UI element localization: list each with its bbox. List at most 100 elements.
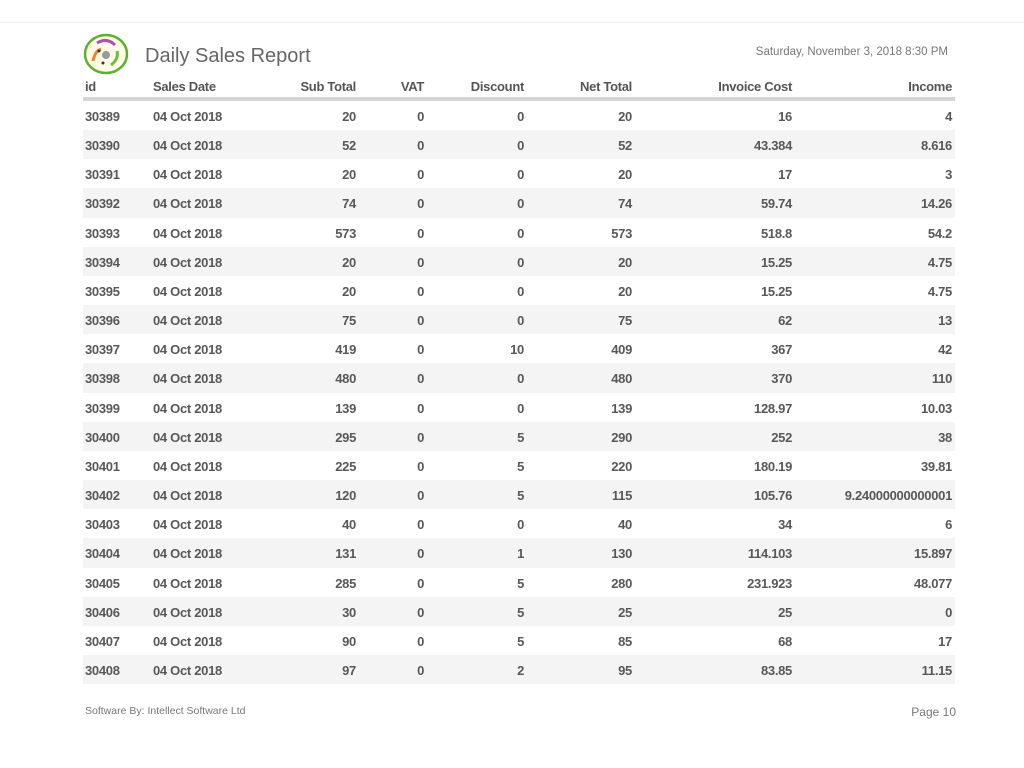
- cell-id: 30392: [85, 196, 120, 212]
- column-header-invoice-cost: Invoice Cost: [718, 79, 792, 94]
- cell-discount: 0: [517, 517, 524, 533]
- cell-income: 15.897: [914, 546, 952, 562]
- cell-discount: 1: [517, 546, 524, 562]
- cell-id: 30401: [85, 458, 120, 474]
- cell-id: 30398: [85, 371, 120, 387]
- cell-net-total: 25: [618, 604, 632, 620]
- cell-id: 30404: [85, 546, 120, 562]
- cell-id: 30395: [85, 283, 120, 299]
- cell-sub-total: 131: [335, 546, 356, 562]
- cell-discount: 0: [517, 167, 524, 183]
- cell-id: 30396: [85, 313, 120, 329]
- cell-income: 0: [945, 604, 952, 620]
- column-header-net-total: Net Total: [580, 79, 632, 94]
- cell-vat: 0: [417, 575, 424, 591]
- cell-discount: 0: [517, 109, 524, 124]
- cell-sub-total: 74: [342, 196, 356, 212]
- cell-net-total: 20: [618, 167, 632, 183]
- cell-discount: 0: [517, 371, 524, 387]
- cell-net-total: 220: [611, 458, 632, 474]
- cell-sales-date: 04 Oct 2018: [153, 662, 222, 678]
- cell-income: 13: [938, 313, 952, 329]
- table-row: 30399 04 Oct 2018 139 0 0 139 128.97 10.03: [83, 393, 955, 422]
- cell-sub-total: 75: [342, 313, 356, 329]
- company-logo-icon: [83, 33, 129, 75]
- cell-net-total: 480: [611, 371, 632, 387]
- cell-sub-total: 97: [342, 662, 356, 678]
- cell-invoice-cost: 252: [771, 429, 792, 445]
- cell-income: 54.2: [927, 225, 952, 241]
- table-row: 30391 04 Oct 2018 20 0 0 20 17 3: [83, 159, 955, 188]
- cell-discount: 0: [517, 225, 524, 241]
- cell-vat: 0: [417, 371, 424, 387]
- cell-sales-date: 04 Oct 2018: [153, 517, 222, 533]
- cell-net-total: 52: [618, 138, 632, 154]
- cell-discount: 0: [517, 196, 524, 212]
- cell-vat: 0: [417, 517, 424, 533]
- cell-sales-date: 04 Oct 2018: [153, 109, 222, 124]
- cell-invoice-cost: 25: [778, 604, 792, 620]
- cell-sub-total: 20: [342, 283, 356, 299]
- cell-vat: 0: [417, 109, 424, 124]
- cell-id: 30391: [85, 167, 120, 183]
- table-row: 30395 04 Oct 2018 20 0 0 20 15.25 4.75: [83, 276, 955, 305]
- cell-id: 30400: [85, 429, 120, 445]
- cell-income: 42: [938, 342, 952, 358]
- cell-invoice-cost: 34: [778, 517, 792, 533]
- cell-id: 30393: [85, 225, 120, 241]
- cell-net-total: 290: [611, 429, 632, 445]
- table-row: 30403 04 Oct 2018 40 0 0 40 34 6: [83, 509, 955, 538]
- cell-id: 30397: [85, 342, 120, 358]
- page-top-divider: [0, 22, 1024, 23]
- cell-income: 6: [945, 517, 952, 533]
- cell-discount: 5: [517, 488, 524, 504]
- cell-income: 14.26: [920, 196, 952, 212]
- cell-vat: 0: [417, 283, 424, 299]
- cell-discount: 5: [517, 458, 524, 474]
- cell-sales-date: 04 Oct 2018: [153, 225, 222, 241]
- cell-discount: 0: [517, 400, 524, 416]
- cell-sub-total: 225: [335, 458, 356, 474]
- cell-discount: 2: [517, 662, 524, 678]
- cell-id: 30394: [85, 254, 120, 270]
- cell-net-total: 139: [611, 400, 632, 416]
- cell-income: 38: [938, 429, 952, 445]
- cell-sub-total: 20: [342, 109, 356, 124]
- cell-vat: 0: [417, 400, 424, 416]
- cell-invoice-cost: 59.74: [760, 196, 792, 212]
- table-row: 30393 04 Oct 2018 573 0 0 573 518.8 54.2: [83, 218, 955, 247]
- cell-vat: 0: [417, 546, 424, 562]
- table-row: 30408 04 Oct 2018 97 0 2 95 83.85 11.15: [83, 654, 955, 685]
- table-row: 30398 04 Oct 2018 480 0 0 480 370 110: [83, 363, 955, 393]
- cell-net-total: 40: [618, 517, 632, 533]
- cell-discount: 0: [517, 254, 524, 270]
- cell-income: 39.81: [920, 458, 952, 474]
- cell-invoice-cost: 83.85: [760, 662, 792, 678]
- cell-sub-total: 30: [342, 604, 356, 620]
- cell-vat: 0: [417, 196, 424, 212]
- cell-discount: 5: [517, 575, 524, 591]
- cell-vat: 0: [417, 225, 424, 241]
- cell-sub-total: 295: [335, 429, 356, 445]
- table-row: 30396 04 Oct 2018 75 0 0 75 62 13: [83, 305, 955, 335]
- cell-invoice-cost: 15.25: [760, 283, 792, 299]
- cell-income: 4.75: [927, 254, 952, 270]
- report-title: Daily Sales Report: [145, 45, 311, 67]
- table-body: 30389 04 Oct 2018 20 0 0 20 16 4 30390 04 Oct 201…: [83, 101, 955, 685]
- cell-invoice-cost: 231.923: [747, 575, 792, 591]
- report-datetime: Saturday, November 3, 2018 8:30 PM: [755, 46, 948, 58]
- cell-sales-date: 04 Oct 2018: [153, 138, 222, 154]
- cell-sales-date: 04 Oct 2018: [153, 604, 222, 620]
- table-row: 30401 04 Oct 2018 225 0 5 220 180.19 39.81: [83, 451, 955, 480]
- cell-sales-date: 04 Oct 2018: [153, 546, 222, 562]
- cell-net-total: 20: [618, 254, 632, 270]
- cell-income: 4: [945, 109, 952, 124]
- column-header-income: Income: [908, 79, 952, 94]
- cell-discount: 0: [517, 283, 524, 299]
- table-row: 30389 04 Oct 2018 20 0 0 20 16 4: [83, 101, 955, 130]
- cell-vat: 0: [417, 167, 424, 183]
- cell-sales-date: 04 Oct 2018: [153, 196, 222, 212]
- cell-sub-total: 20: [342, 167, 356, 183]
- cell-income: 10.03: [920, 400, 952, 416]
- cell-net-total: 280: [611, 575, 632, 591]
